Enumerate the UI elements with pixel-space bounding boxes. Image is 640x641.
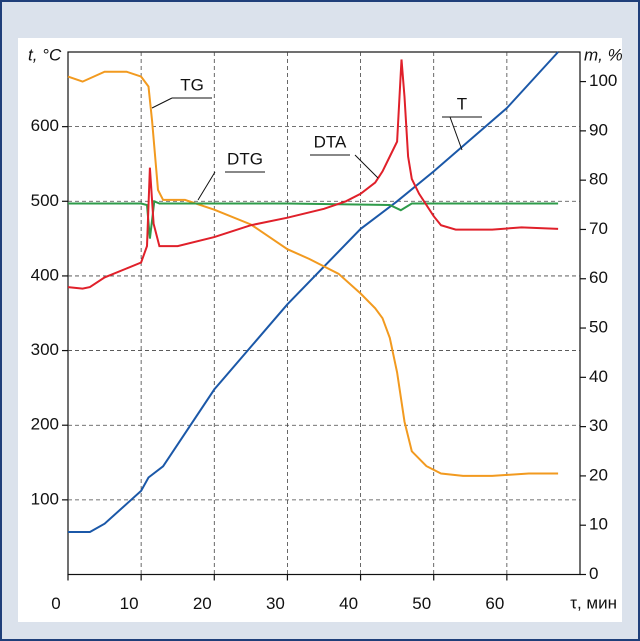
series-line — [67, 70, 559, 477]
y2-tick-label: 10 — [589, 515, 608, 534]
y2-tick-label: 0 — [589, 564, 598, 583]
plot-border — [67, 51, 581, 576]
y2-tick-label: 30 — [589, 416, 608, 435]
x-tick-label: 10 — [120, 594, 139, 613]
x-tick-label: 60 — [485, 594, 504, 613]
y2-tick-label: 90 — [589, 120, 608, 139]
y2-tick-label: 60 — [589, 268, 608, 287]
y-axis-label: t, °C — [28, 45, 62, 64]
x-tick-label: 40 — [339, 594, 358, 613]
y-tick-label: 300 — [31, 340, 59, 359]
y2-axis-label: m, % — [584, 45, 623, 64]
x-axis-label: τ, мин — [570, 593, 617, 612]
panel — [18, 38, 622, 622]
y2-tick-label: 80 — [589, 170, 608, 189]
series-label: TG — [180, 75, 204, 94]
leader-line — [151, 97, 212, 109]
leader-line — [442, 116, 482, 151]
leader-line — [197, 171, 265, 201]
y2-tick-label: 70 — [589, 219, 608, 238]
y2-tick-label: 20 — [589, 465, 608, 484]
series-label: T — [457, 94, 467, 113]
series-line — [67, 59, 559, 290]
leader-line — [310, 154, 379, 179]
y-tick-label: 100 — [31, 489, 59, 508]
y2-tick-label: 50 — [589, 318, 608, 337]
y-tick-label: 200 — [31, 415, 59, 434]
series-line — [68, 51, 559, 533]
y-tick-label: 600 — [31, 116, 59, 135]
y2-tick-label: 100 — [589, 71, 617, 90]
x-tick-label: 50 — [412, 594, 431, 613]
y-tick-label: 500 — [31, 191, 59, 210]
x-tick-label: 0 — [51, 594, 60, 613]
series-line — [68, 199, 559, 239]
y-tick-label: 400 — [31, 265, 59, 284]
x-tick-label: 30 — [266, 594, 285, 613]
series-label: DTA — [314, 132, 347, 151]
y2-tick-label: 40 — [589, 367, 608, 386]
x-tick-label: 20 — [193, 594, 212, 613]
series-label: DTG — [227, 149, 263, 168]
